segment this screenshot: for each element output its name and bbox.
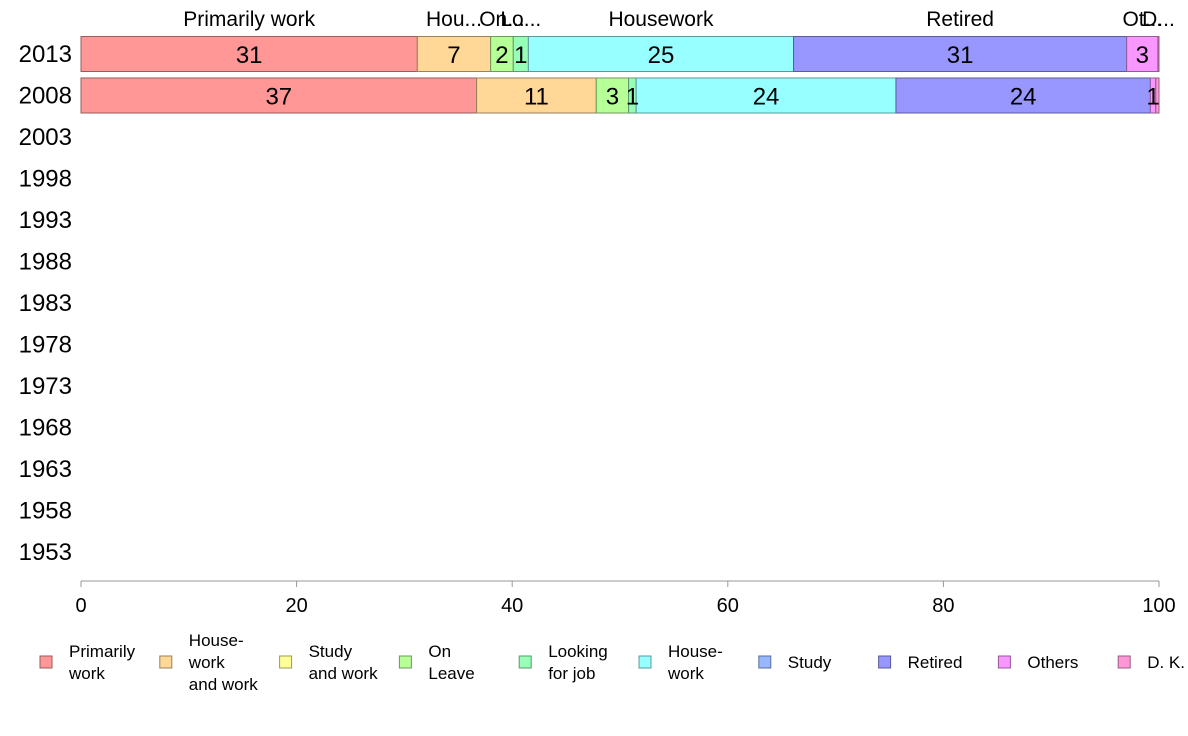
legend-item-study: Study <box>758 653 832 672</box>
value-label-housework_and_work-2008: 11 <box>524 84 549 111</box>
legend-swatch-primarily_work <box>39 655 53 669</box>
series-label-looking_for_job: Lo... <box>500 8 541 31</box>
bar-dk-2013 <box>1157 36 1160 72</box>
legend-label-housework_and_work: House-work and work <box>188 631 258 694</box>
bar-housework-2008 <box>635 77 897 114</box>
legend-item-on_leave: On Leave <box>398 642 475 683</box>
legend-swatch-housework <box>638 655 652 669</box>
value-label-primarily_work-2013: 31 <box>236 42 263 69</box>
x-axis: 0 20 40 60 80 100 <box>75 580 1176 617</box>
legend-label-dk: D. K. <box>1147 653 1185 672</box>
legend-label-study_and_work: Study and work <box>309 642 378 683</box>
legend-label-retired: Retired <box>908 653 963 672</box>
x-tick-label-0: 0 <box>75 595 86 617</box>
legend-swatch-dk <box>1117 655 1131 669</box>
value-label-retired-2013: 31 <box>947 42 974 69</box>
bar-housework_and_work-2008 <box>476 77 597 114</box>
legend-label-primarily_work: Primarily work <box>68 642 136 683</box>
year-label-1963: 1963 <box>19 456 72 483</box>
year-label-1953: 1953 <box>19 539 72 566</box>
value-label-on_leave-2013: 2 <box>495 42 508 69</box>
bar-retired-2013 <box>793 36 1128 72</box>
legend-label-housework: House-work <box>667 642 723 683</box>
year-label-1968: 1968 <box>19 415 72 442</box>
x-tick-label-60: 60 <box>717 595 739 617</box>
x-tick-label-20: 20 <box>285 595 307 617</box>
year-label-1993: 1993 <box>19 207 72 234</box>
legend-item-study_and_work: Study and work <box>279 642 378 683</box>
legend-item-housework: House-work <box>638 642 723 683</box>
value-label-housework-2008: 24 <box>753 84 780 111</box>
bar-primarily_work-2008 <box>80 77 478 114</box>
series-label-primarily_work: Primarily work <box>183 8 315 31</box>
bar-housework-2013 <box>527 36 795 72</box>
series-label-housework_and_work: Hou... <box>426 8 482 31</box>
value-label-others-2013: 3 <box>1136 42 1149 69</box>
year-label-1973: 1973 <box>19 373 72 400</box>
year-label-2013: 2013 <box>19 41 72 68</box>
year-label-1958: 1958 <box>19 498 72 525</box>
value-label-on_leave-2008: 3 <box>606 84 619 111</box>
legend-item-others: Others <box>997 653 1078 672</box>
legend-item-looking_for_job: Looking for job <box>518 642 608 683</box>
legend-swatch-study_and_work <box>279 655 293 669</box>
x-tick-label-100: 100 <box>1142 595 1175 617</box>
legend-label-on_leave: On Leave <box>428 642 474 683</box>
value-label-looking_for_job-2013: 1 <box>514 42 527 69</box>
legend-swatch-study <box>758 655 772 669</box>
legend: Primarily work House-work and work Study and … <box>39 631 1185 694</box>
value-label-housework-2013: 25 <box>648 42 675 69</box>
value-label-housework_and_work-2013: 7 <box>447 42 460 69</box>
value-label-retired-2008: 24 <box>1010 84 1037 111</box>
value-label-looking_for_job-2008: 1 <box>626 84 639 111</box>
legend-swatch-retired <box>878 655 892 669</box>
value-label-others-2008: 1 <box>1146 84 1159 111</box>
year-axis-labels: 2013 2008 2003 1998 1993 1988 1983 1978 1973 1968… <box>19 41 72 566</box>
series-label-retired: Retired <box>926 8 994 31</box>
year-label-1983: 1983 <box>19 290 72 317</box>
bar-primarily_work-2013 <box>80 36 418 72</box>
year-label-2008: 2008 <box>19 83 72 110</box>
year-label-1978: 1978 <box>19 332 72 359</box>
bar-segments <box>80 36 1160 114</box>
series-top-labels: Primarily work Hou...On...Lo... Housework R… <box>183 8 1175 31</box>
legend-item-housework_and_work: House-work and work <box>159 631 258 694</box>
x-tick-label-80: 80 <box>932 595 954 617</box>
legend-swatch-looking_for_job <box>518 655 532 669</box>
year-label-1998: 1998 <box>19 166 72 193</box>
legend-swatch-others <box>997 655 1011 669</box>
year-label-2003: 2003 <box>19 124 72 151</box>
legend-swatch-on_leave <box>398 655 412 669</box>
year-label-1988: 1988 <box>19 249 72 276</box>
series-label-on_leave: On... <box>479 8 525 31</box>
legend-label-others: Others <box>1027 653 1078 672</box>
series-label-housework: Housework <box>608 8 714 31</box>
legend-item-dk: D. K. <box>1117 653 1185 672</box>
legend-item-retired: Retired <box>878 653 963 672</box>
series-label-others: Ot... <box>1122 8 1162 31</box>
value-label-primarily_work-2008: 37 <box>265 84 292 111</box>
bar-retired-2008 <box>895 77 1151 114</box>
bar-dk-2008 <box>1155 77 1160 114</box>
legend-label-looking_for_job: Looking for job <box>548 642 608 683</box>
x-tick-label-40: 40 <box>501 595 523 617</box>
legend-swatch-housework_and_work <box>159 655 173 669</box>
segment-value-labels: 31 7 2 1 25 31 337 11 3 1 24 24 1 <box>236 42 1160 111</box>
legend-item-primarily_work: Primarily work <box>39 642 136 683</box>
legend-label-study: Study <box>788 653 832 672</box>
series-label-dk: D... <box>1142 8 1175 31</box>
